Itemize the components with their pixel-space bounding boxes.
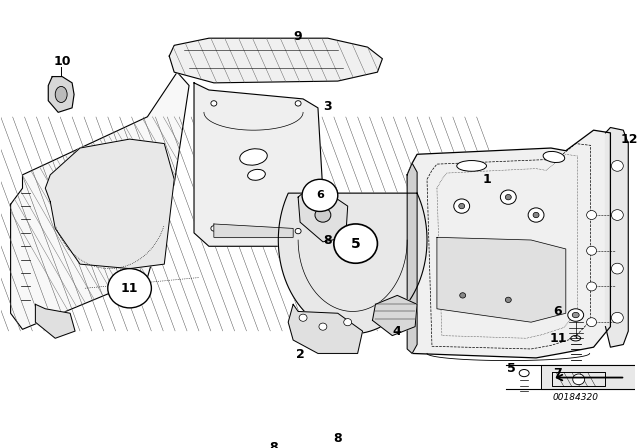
Text: 12: 12 [621,133,638,146]
Text: 5: 5 [351,237,360,250]
Text: 11: 11 [549,332,566,345]
Ellipse shape [568,309,584,321]
Circle shape [611,312,623,323]
Circle shape [587,246,596,255]
Polygon shape [194,83,323,246]
Circle shape [587,211,596,220]
Circle shape [315,208,331,222]
Ellipse shape [572,312,579,318]
Text: 1: 1 [482,173,491,186]
Polygon shape [35,304,75,338]
Circle shape [455,288,470,302]
Circle shape [506,297,511,302]
Circle shape [459,203,465,209]
Polygon shape [605,128,628,347]
Circle shape [611,210,623,220]
Ellipse shape [55,86,67,103]
Text: 11: 11 [121,282,138,295]
Circle shape [211,101,217,106]
Polygon shape [278,193,427,334]
Circle shape [506,194,511,200]
Circle shape [344,319,351,326]
Polygon shape [372,295,417,336]
Text: 6: 6 [316,190,324,200]
Text: 5: 5 [507,362,516,375]
Polygon shape [407,130,611,358]
Polygon shape [48,77,74,112]
Ellipse shape [248,169,266,180]
Ellipse shape [571,336,580,341]
Text: 3: 3 [324,99,332,112]
Circle shape [573,374,585,385]
Text: 4: 4 [393,325,402,338]
Circle shape [295,101,301,106]
Polygon shape [541,365,636,389]
Circle shape [299,314,307,321]
Circle shape [611,160,623,171]
Ellipse shape [543,151,564,163]
Polygon shape [552,372,605,387]
Circle shape [533,212,539,218]
Circle shape [587,282,596,291]
Ellipse shape [240,149,268,165]
Text: 8: 8 [333,432,342,445]
Circle shape [319,323,327,330]
Circle shape [528,208,544,222]
Polygon shape [169,38,382,83]
Text: 9: 9 [294,30,303,43]
Text: 8: 8 [324,233,332,246]
Text: 6: 6 [554,305,562,318]
Circle shape [108,269,152,308]
Text: 8: 8 [269,441,278,448]
Ellipse shape [457,160,486,171]
Text: 7: 7 [554,367,563,380]
Text: 2: 2 [296,348,305,361]
Circle shape [587,318,596,327]
Circle shape [500,293,516,307]
Circle shape [295,228,301,234]
Ellipse shape [519,370,529,377]
Circle shape [334,224,378,263]
Polygon shape [45,139,174,269]
Polygon shape [11,72,189,329]
Text: 10: 10 [53,55,71,68]
Circle shape [460,293,466,298]
Circle shape [611,263,623,274]
Circle shape [454,199,470,213]
Text: 00184320: 00184320 [553,393,599,402]
Circle shape [302,179,338,211]
Polygon shape [407,163,417,353]
Polygon shape [298,193,348,242]
Polygon shape [214,224,293,237]
Circle shape [211,226,217,231]
Polygon shape [437,237,566,322]
Polygon shape [288,304,363,353]
Circle shape [500,190,516,204]
